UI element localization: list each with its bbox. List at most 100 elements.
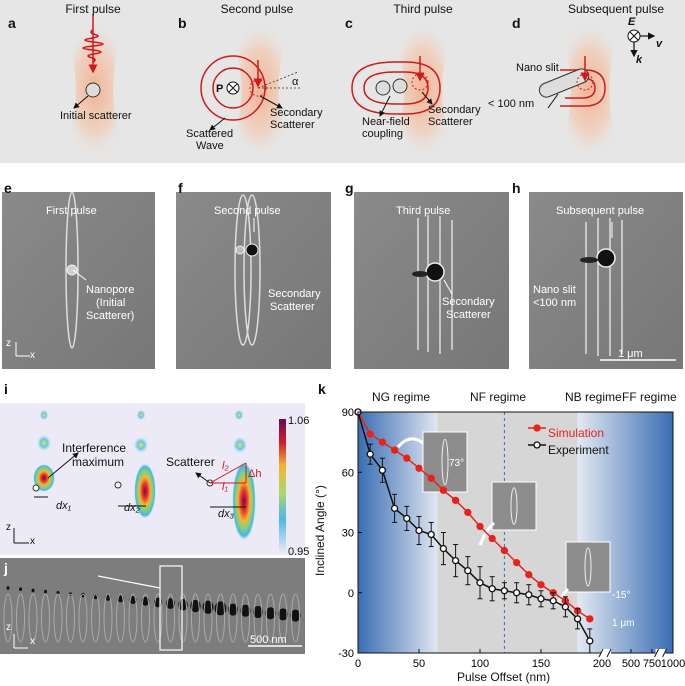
initial-scatterer xyxy=(85,82,101,98)
data-point-experiment xyxy=(390,504,399,513)
data-point-experiment xyxy=(464,567,472,575)
schematic-row xyxy=(60,14,656,160)
x-tick-label: 150 xyxy=(532,658,550,670)
y-tick-label: -30 xyxy=(338,648,354,660)
sem-title-e: First pulse xyxy=(46,205,97,217)
data-point-simulation xyxy=(488,534,496,543)
annot-scattered: Scattered xyxy=(186,128,234,140)
annot-alpha: α xyxy=(292,76,299,88)
panel-label-b: b xyxy=(178,15,187,31)
axis-label-z-i: z xyxy=(6,522,11,533)
data-point-experiment xyxy=(537,595,545,603)
scattered-wave-ring-outer xyxy=(200,55,266,121)
data-point-experiment xyxy=(525,591,533,599)
panel-label-h: h xyxy=(512,180,521,196)
data-point-experiment xyxy=(586,637,594,645)
beam-d xyxy=(555,20,625,160)
x-tick-label: 750 xyxy=(643,658,661,670)
legend-marker xyxy=(533,424,541,432)
data-point-simulation xyxy=(451,496,460,505)
data-point-simulation xyxy=(512,558,521,567)
regime-nb: NB regime xyxy=(565,390,622,404)
annot-width-h: <100 nm xyxy=(533,297,577,309)
scatterer-c-1 xyxy=(375,80,391,96)
annot-nano-slit-h: Nano slit xyxy=(533,284,576,296)
annot-secondary-c: Secondary xyxy=(428,104,481,116)
x-tick-label: 0 xyxy=(355,658,361,670)
annot-dx1: dx₁ xyxy=(56,500,72,512)
data-point-experiment xyxy=(500,587,509,595)
annot-initial: (Initial xyxy=(96,297,126,309)
sem-image-h xyxy=(529,192,683,369)
data-point-simulation xyxy=(390,446,399,454)
data-point-experiment xyxy=(549,597,557,605)
axis-k: k xyxy=(636,54,643,66)
annot-interference: Interference xyxy=(62,441,127,455)
data-point-experiment xyxy=(403,514,411,523)
panel-label-k: k xyxy=(318,381,326,397)
y-tick-label: 0 xyxy=(348,588,354,600)
sem-title-h: Subsequent pulse xyxy=(556,205,645,217)
data-point-experiment xyxy=(427,530,435,539)
data-point-experiment xyxy=(488,585,496,593)
annot-scatterer-e: Scatterer) xyxy=(86,310,135,322)
annot-coupling: coupling xyxy=(362,128,403,140)
inset-angle-neg15: -15° xyxy=(612,590,631,601)
y-tick-label: 90 xyxy=(342,407,354,419)
colorbar xyxy=(279,419,286,553)
axis-label-z-j: z xyxy=(6,622,11,633)
y-axis-label: Inclined Angle (°) xyxy=(313,485,327,576)
panel-j-sem xyxy=(0,558,305,654)
x-tick-label: 500 xyxy=(622,658,640,670)
coupled-wave-outer xyxy=(351,61,441,115)
data-point-simulation xyxy=(427,474,435,482)
annot-scatterer-f: Scatterer xyxy=(270,301,315,313)
annot-near-field: Near-field xyxy=(362,116,410,128)
panel-label-g: g xyxy=(345,180,354,196)
x-tick-label: 100 xyxy=(471,658,489,670)
data-point-simulation xyxy=(586,615,594,623)
inset-scale: 1 μm xyxy=(612,618,635,629)
data-point-simulation xyxy=(500,546,509,555)
sem-inset-2 xyxy=(491,481,537,531)
data-point-experiment xyxy=(366,450,374,458)
title-d: Subsequent pulse xyxy=(567,2,665,16)
panel-label-d: d xyxy=(512,15,521,31)
data-point-simulation xyxy=(537,581,545,589)
axis-label-z-e: z xyxy=(6,338,11,349)
x-tick-label: 1000 xyxy=(661,658,685,670)
wave-packet-a xyxy=(82,29,104,63)
axis-label-x-e: x xyxy=(30,350,35,361)
data-point-simulation xyxy=(525,571,533,579)
annot-nano-slit-d: Nano slit xyxy=(516,62,559,74)
panel-label-j: j xyxy=(4,560,8,576)
sem-title-g: Third pulse xyxy=(396,205,451,217)
axis-label-x-i: x xyxy=(30,536,35,547)
title-b: Second pulse xyxy=(220,2,294,16)
scalebar-label-h: 1 μm xyxy=(618,348,643,360)
panel-i-drawing xyxy=(13,409,286,553)
axis-v: v xyxy=(656,38,663,50)
annot-nanopore: Nanopore xyxy=(86,284,135,296)
axis-e: E xyxy=(628,16,636,28)
beam-b xyxy=(225,20,295,160)
data-point-experiment xyxy=(415,526,423,535)
x-axis-label: Pulse Offset (nm) xyxy=(457,670,551,684)
data-point-simulation xyxy=(476,522,484,531)
data-point-simulation xyxy=(439,486,448,494)
regime-nb-ff-bg xyxy=(577,412,673,653)
x-tick-label: 50 xyxy=(413,658,425,670)
y-tick-label: 60 xyxy=(342,467,354,479)
annot-scatterer-b: Scatterer xyxy=(270,119,315,131)
x-tick-label: 200 xyxy=(593,658,611,670)
beam-c xyxy=(388,20,458,160)
scalebar-label-j: 500 nm xyxy=(250,634,287,646)
regime-nf: NF regime xyxy=(470,390,527,404)
annot-dipole-p: P xyxy=(216,83,224,95)
annot-scatterer-i: Scatterer xyxy=(166,455,215,469)
annot-secondary-f: Secondary xyxy=(268,288,321,300)
data-point-experiment xyxy=(512,589,521,597)
scatterer-c-2 xyxy=(392,78,408,94)
panel-label-c: c xyxy=(345,15,353,31)
